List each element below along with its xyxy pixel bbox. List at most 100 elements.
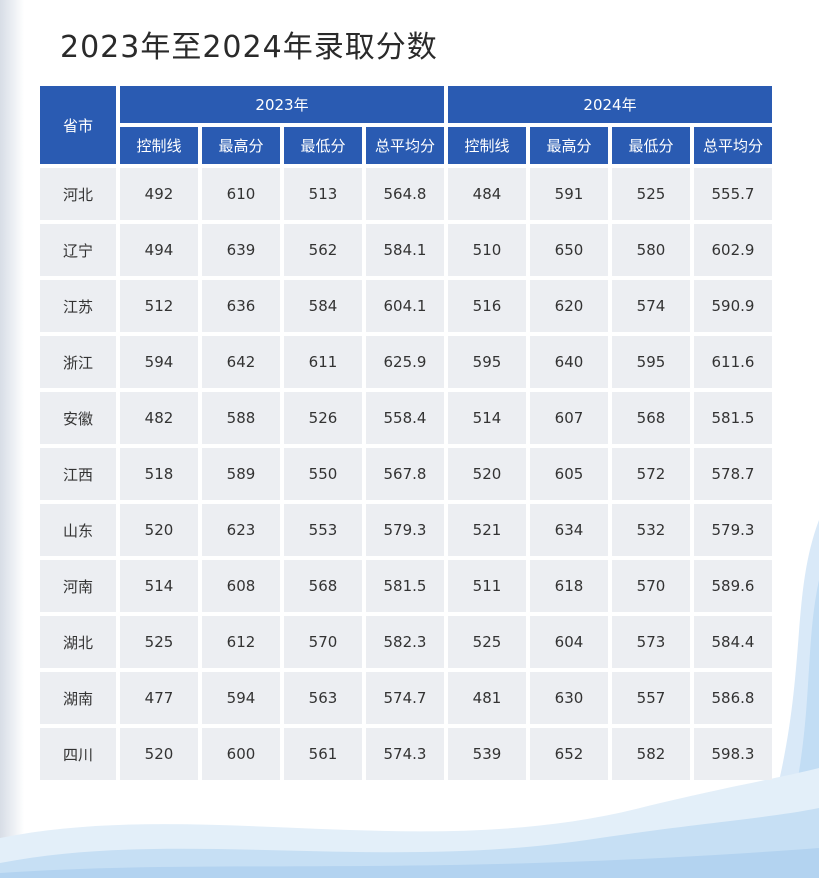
score-cell-2024-control-line: 511 <box>448 560 526 612</box>
score-cell-2024-average: 586.8 <box>694 672 772 724</box>
score-cell-2024-average: 602.9 <box>694 224 772 276</box>
score-cell-2024-control-line: 595 <box>448 336 526 388</box>
score-cell-2023-lowest: 550 <box>284 448 362 500</box>
table-row: 浙江 594 642 611 625.9 595 640 595 611.6 <box>40 336 772 388</box>
score-cell-2023-lowest: 513 <box>284 168 362 220</box>
score-cell-2024-lowest: 570 <box>612 560 690 612</box>
score-cell-2024-highest: 605 <box>530 448 608 500</box>
table-row: 安徽 482 588 526 558.4 514 607 568 581.5 <box>40 392 772 444</box>
score-cell-2024-average: 584.4 <box>694 616 772 668</box>
score-cell-2023-control-line: 520 <box>120 728 198 780</box>
score-cell-2023-lowest: 562 <box>284 224 362 276</box>
score-cell-2023-highest: 588 <box>202 392 280 444</box>
metric-header-average: 总平均分 <box>694 127 772 164</box>
score-cell-2024-lowest: 573 <box>612 616 690 668</box>
score-cell-2024-highest: 652 <box>530 728 608 780</box>
table-row: 河北 492 610 513 564.8 484 591 525 555.7 <box>40 168 772 220</box>
score-cell-2024-highest: 630 <box>530 672 608 724</box>
province-cell: 浙江 <box>40 336 116 388</box>
score-cell-2023-lowest: 561 <box>284 728 362 780</box>
score-cell-2024-control-line: 514 <box>448 392 526 444</box>
score-cell-2023-control-line: 514 <box>120 560 198 612</box>
score-cell-2023-control-line: 494 <box>120 224 198 276</box>
score-cell-2024-control-line: 525 <box>448 616 526 668</box>
year-header-row: 省市 2023年 2024年 <box>40 86 772 164</box>
score-cell-2024-control-line: 510 <box>448 224 526 276</box>
score-cell-2024-average: 578.7 <box>694 448 772 500</box>
score-cell-2023-highest: 594 <box>202 672 280 724</box>
score-cell-2023-control-line: 520 <box>120 504 198 556</box>
metric-header-lowest: 最低分 <box>612 127 690 164</box>
page-title: 2023年至2024年录取分数 <box>60 30 438 65</box>
table-row: 江西 518 589 550 567.8 520 605 572 578.7 <box>40 448 772 500</box>
score-cell-2023-highest: 639 <box>202 224 280 276</box>
score-cell-2024-average: 579.3 <box>694 504 772 556</box>
metric-header-control-line: 控制线 <box>120 127 198 164</box>
score-cell-2024-average: 590.9 <box>694 280 772 332</box>
score-cell-2023-average: 581.5 <box>366 560 444 612</box>
metric-header-average: 总平均分 <box>366 127 444 164</box>
score-cell-2024-average: 581.5 <box>694 392 772 444</box>
score-cell-2023-average: 582.3 <box>366 616 444 668</box>
score-cell-2024-highest: 650 <box>530 224 608 276</box>
metric-header-lowest: 最低分 <box>284 127 362 164</box>
score-cell-2023-average: 584.1 <box>366 224 444 276</box>
score-cell-2023-lowest: 611 <box>284 336 362 388</box>
decorative-wave-bottom <box>0 768 819 878</box>
province-cell: 四川 <box>40 728 116 780</box>
score-cell-2024-average: 589.6 <box>694 560 772 612</box>
score-cell-2024-control-line: 539 <box>448 728 526 780</box>
score-cell-2024-lowest: 595 <box>612 336 690 388</box>
metric-header-highest: 最高分 <box>530 127 608 164</box>
table-row: 四川 520 600 561 574.3 539 652 582 598.3 <box>40 728 772 780</box>
score-cell-2024-control-line: 484 <box>448 168 526 220</box>
score-cell-2024-lowest: 525 <box>612 168 690 220</box>
metric-header-row: 控制线 最高分 最低分 总平均分 控制线 最高分 最低分 总平均分 <box>40 127 772 164</box>
table-body: 河北 492 610 513 564.8 484 591 525 555.7 辽宁 494 639 56… <box>40 168 772 780</box>
province-cell: 河南 <box>40 560 116 612</box>
score-cell-2023-average: 574.7 <box>366 672 444 724</box>
score-cell-2023-highest: 600 <box>202 728 280 780</box>
score-cell-2023-control-line: 594 <box>120 336 198 388</box>
score-cell-2023-control-line: 525 <box>120 616 198 668</box>
score-cell-2024-lowest: 582 <box>612 728 690 780</box>
province-cell: 湖南 <box>40 672 116 724</box>
score-cell-2024-lowest: 572 <box>612 448 690 500</box>
score-cell-2023-lowest: 553 <box>284 504 362 556</box>
metric-header-control-line: 控制线 <box>448 127 526 164</box>
province-header: 省市 <box>40 86 116 164</box>
score-table: 省市 2023年 2024年 控制线 最高分 最低分 总平均分 控制线 最高分 … <box>36 82 776 784</box>
score-cell-2023-average: 567.8 <box>366 448 444 500</box>
score-cell-2024-highest: 618 <box>530 560 608 612</box>
score-cell-2023-average: 579.3 <box>366 504 444 556</box>
table-row: 辽宁 494 639 562 584.1 510 650 580 602.9 <box>40 224 772 276</box>
score-cell-2023-highest: 610 <box>202 168 280 220</box>
year-header-2024: 2024年 <box>448 86 772 123</box>
score-cell-2024-average: 611.6 <box>694 336 772 388</box>
score-cell-2023-lowest: 584 <box>284 280 362 332</box>
score-cell-2024-highest: 591 <box>530 168 608 220</box>
table-row: 湖南 477 594 563 574.7 481 630 557 586.8 <box>40 672 772 724</box>
score-cell-2023-lowest: 526 <box>284 392 362 444</box>
province-cell: 辽宁 <box>40 224 116 276</box>
table-row: 河南 514 608 568 581.5 511 618 570 589.6 <box>40 560 772 612</box>
score-cell-2023-highest: 608 <box>202 560 280 612</box>
province-cell: 江西 <box>40 448 116 500</box>
score-cell-2023-control-line: 518 <box>120 448 198 500</box>
score-cell-2024-highest: 607 <box>530 392 608 444</box>
score-cell-2024-lowest: 568 <box>612 392 690 444</box>
page-edge-shadow <box>0 0 24 878</box>
score-cell-2023-lowest: 563 <box>284 672 362 724</box>
score-cell-2023-highest: 623 <box>202 504 280 556</box>
score-cell-2023-control-line: 492 <box>120 168 198 220</box>
score-cell-2023-control-line: 482 <box>120 392 198 444</box>
score-cell-2024-average: 598.3 <box>694 728 772 780</box>
score-cell-2024-control-line: 520 <box>448 448 526 500</box>
score-cell-2023-highest: 636 <box>202 280 280 332</box>
score-cell-2023-average: 564.8 <box>366 168 444 220</box>
province-cell: 安徽 <box>40 392 116 444</box>
score-cell-2023-highest: 589 <box>202 448 280 500</box>
province-cell: 河北 <box>40 168 116 220</box>
score-cell-2023-control-line: 512 <box>120 280 198 332</box>
table-row: 湖北 525 612 570 582.3 525 604 573 584.4 <box>40 616 772 668</box>
